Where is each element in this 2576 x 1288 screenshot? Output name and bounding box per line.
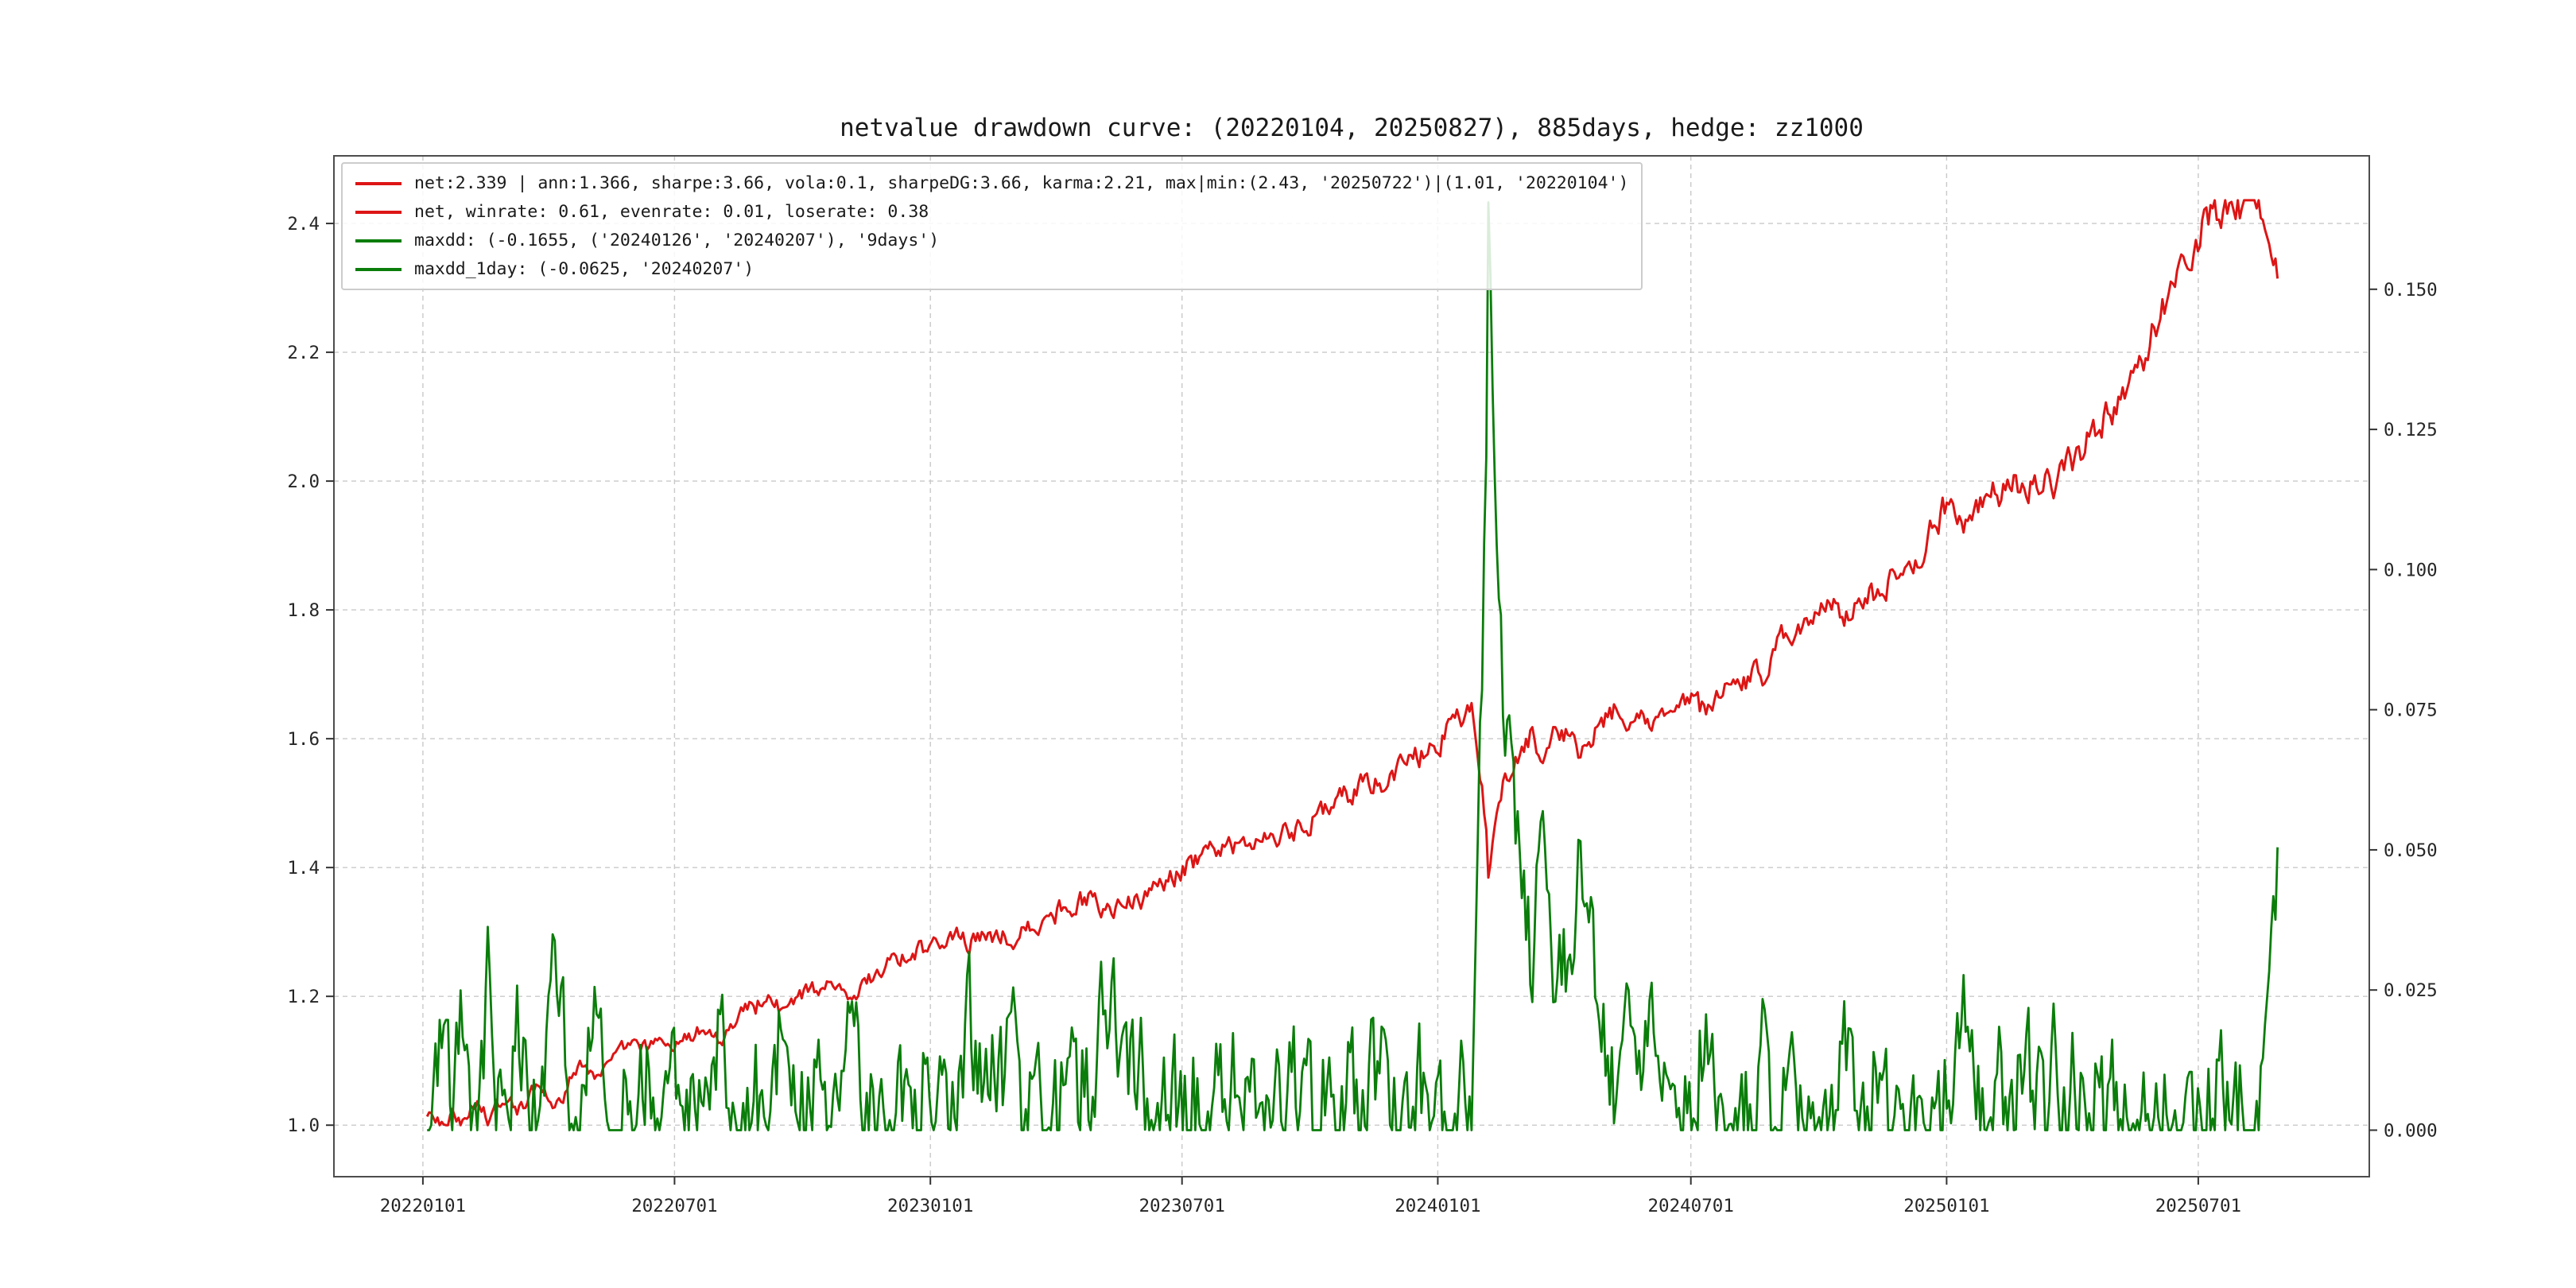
y-right-tick-label: 0.025 [2384,980,2438,1001]
legend-item: net:2.339 | ann:1.366, sharpe:3.66, vola… [355,171,1628,196]
x-tick-label: 20240101 [1395,1196,1480,1216]
y-left-tick-label: 1.0 [287,1115,320,1136]
axes: 20220101 20220701 20230101 20230701 20240101… [287,214,2437,1216]
y-right-tick-label: 0.050 [2384,840,2438,861]
legend-swatch-maxdd [355,239,402,242]
y-right-tick-label: 0.000 [2384,1120,2438,1141]
chart-title: netvalue drawdown curve: (20220104, 2025… [840,114,1864,142]
legend-item-label: net:2.339 | ann:1.366, sharpe:3.66, vola… [414,173,1629,193]
y-left-tick-label: 2.4 [287,214,320,235]
legend-swatch-maxdd-1day [355,267,402,271]
drawdown-line [427,201,2279,1131]
x-tick-label: 20250101 [1903,1196,1989,1216]
y-left-tick-label: 1.6 [287,729,320,750]
y-right-tick-label: 0.100 [2384,560,2438,580]
series-layer [425,199,2279,1131]
y-left-tick-label: 2.0 [287,471,320,492]
legend-item-label: maxdd: (-0.1655, ('20240126', '20240207'… [414,231,940,250]
net-line [425,199,2279,1127]
y-left-tick-label: 2.2 [287,343,320,363]
y-right-tick-label: 0.075 [2384,700,2438,721]
legend: net:2.339 | ann:1.366, sharpe:3.66, vola… [341,162,1643,290]
legend-item: maxdd_1day: (-0.0625, '20240207') [355,257,1628,281]
legend-swatch-net [355,181,402,185]
x-tick-label: 20250701 [2155,1196,2241,1216]
x-tick-label: 20230701 [1139,1196,1225,1216]
y-left-tick-label: 1.2 [287,987,320,1007]
grid [334,156,2369,1177]
legend-item-label: net, winrate: 0.61, evenrate: 0.01, lose… [414,202,929,222]
y-left-tick-label: 1.8 [287,600,320,621]
legend-swatch-net-winrate [355,210,402,214]
x-tick-label: 20240701 [1648,1196,1734,1216]
x-tick-label: 20220701 [631,1196,717,1216]
y-right-tick-label: 0.150 [2384,280,2438,301]
x-tick-label: 20230101 [887,1196,973,1216]
legend-item: maxdd: (-0.1655, ('20240126', '20240207'… [355,228,1628,253]
legend-item: net, winrate: 0.61, evenrate: 0.01, lose… [355,200,1628,224]
y-right-tick-label: 0.125 [2384,420,2438,440]
plot-frame [333,155,2370,1177]
legend-item-label: maxdd_1day: (-0.0625, '20240207') [414,259,755,279]
x-tick-label: 20220101 [380,1196,466,1216]
y-left-tick-label: 1.4 [287,858,320,879]
